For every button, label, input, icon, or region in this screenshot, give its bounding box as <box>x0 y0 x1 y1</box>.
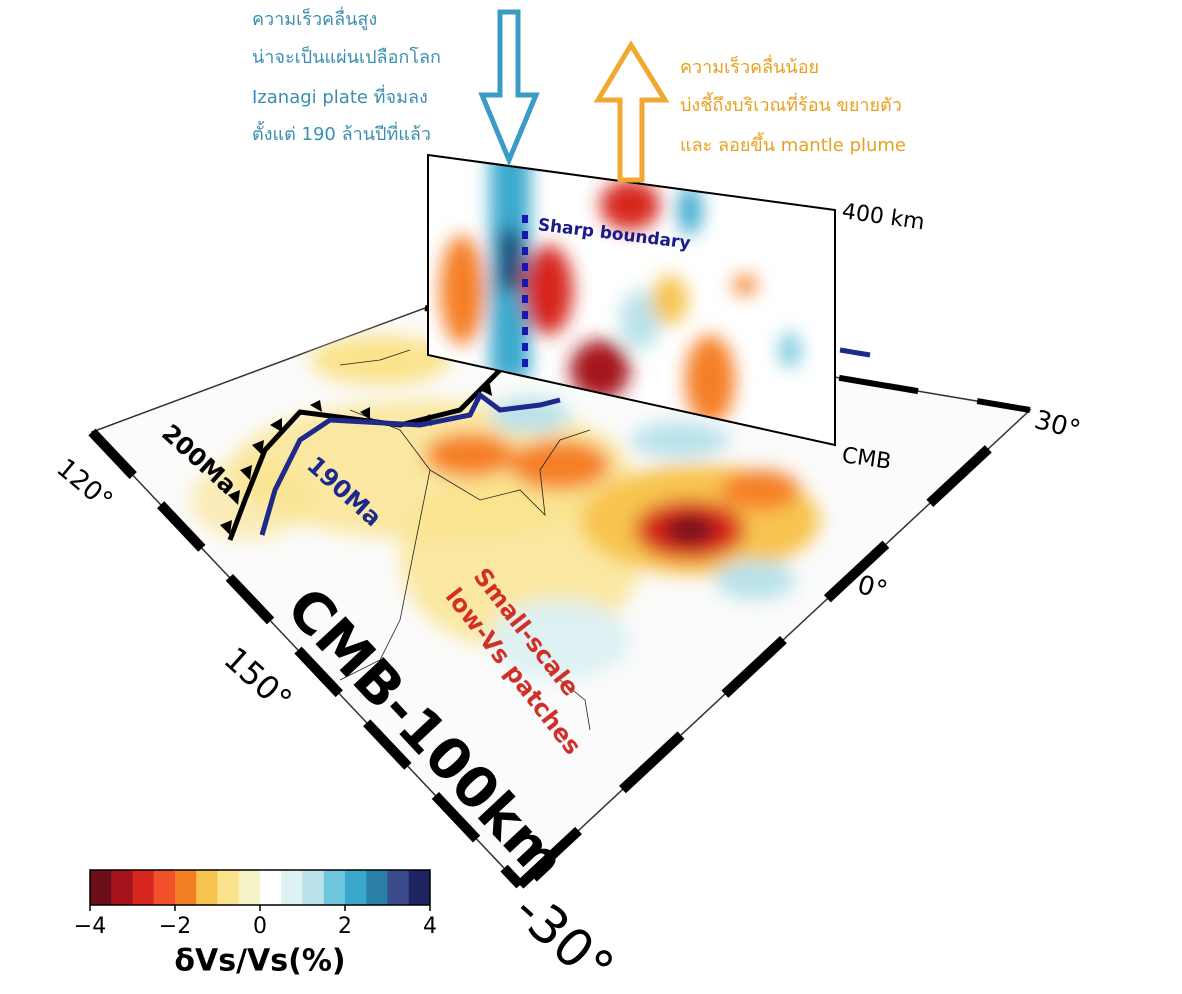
axis-label: 30° <box>1031 405 1083 446</box>
colorbar-cell <box>408 870 431 905</box>
annotation-text: ความเร็วคลื่นน้อย <box>680 54 819 78</box>
annotation-text: บ่งชี้ถึงบริเวณที่ร้อน ขยายตัว <box>680 92 902 116</box>
annotation-text: ความเร็วคลื่นสูง <box>252 6 377 30</box>
annotation-text: และ ลอยขึ้น mantle plume <box>680 132 906 156</box>
plate-boundary-200 <box>227 368 502 541</box>
colorbar-cell <box>90 870 112 905</box>
arrow-up <box>593 40 670 183</box>
colorbar-cell <box>132 870 155 905</box>
colorbar-cell <box>111 870 133 905</box>
colorbar-tick-label: 2 <box>338 914 352 939</box>
colorbar-tick-label: 0 <box>253 914 267 939</box>
colorbar-cell <box>238 870 261 905</box>
colorbar: −4 −2 0 2 4 <box>74 869 437 939</box>
plate-boundary-190 <box>259 391 561 536</box>
colorbar-cell <box>345 870 367 905</box>
map-edge-south <box>516 406 1034 889</box>
annotation-text: น่าจะเป็นแผ่นเปลือกโลก <box>252 45 441 68</box>
section-anomalies <box>440 155 800 425</box>
map-edge-west <box>88 428 524 889</box>
axis-label: -30° <box>502 880 625 994</box>
colorbar-cell <box>302 870 325 905</box>
colorbar-cell <box>217 870 240 905</box>
plate-boundary-190-east <box>839 347 871 358</box>
section-top-label: 400 km <box>840 199 926 235</box>
colorbar-label: δVs/Vs(%) <box>174 944 345 979</box>
colorbar-cell <box>366 870 388 905</box>
coastlines <box>339 349 591 731</box>
annotation-text: Izanagi plate ที่จมลง <box>252 84 428 108</box>
colorbar-tick-label: 4 <box>423 914 437 939</box>
colorbar-cell <box>153 870 176 905</box>
colorbar-cell <box>281 870 303 905</box>
annotation-text: ตั้งแต่ 190 ล้านปีที่แล้ว <box>252 121 431 145</box>
colorbar-cell <box>260 870 282 905</box>
colorbar-tick-label: −2 <box>159 914 191 939</box>
colorbar-cell <box>387 870 410 905</box>
colorbar-tick-label: −4 <box>74 914 106 939</box>
axis-label: 150° <box>217 639 300 719</box>
colorbar-cell <box>323 870 346 905</box>
subduction-teeth-200 <box>220 384 492 535</box>
axis-label: 0° <box>854 570 890 607</box>
colorbar-cell <box>175 870 197 905</box>
colorbar-cell <box>196 870 218 905</box>
axis-label: 120° <box>51 453 118 516</box>
section-frame <box>427 153 836 447</box>
arrow-down <box>478 9 540 167</box>
